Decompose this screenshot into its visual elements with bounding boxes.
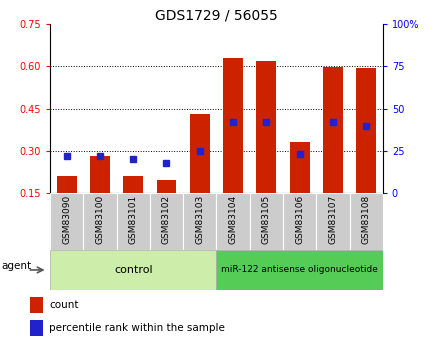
Text: GSM83108: GSM83108 [361, 195, 370, 244]
Bar [83, 193, 116, 250]
Text: count: count [49, 300, 79, 310]
Text: GSM83090: GSM83090 [62, 195, 71, 244]
Text: GSM83102: GSM83102 [161, 195, 171, 244]
Text: GSM83105: GSM83105 [261, 195, 270, 244]
Text: percentile rank within the sample: percentile rank within the sample [49, 323, 224, 333]
Bar [249, 193, 283, 250]
Title: GDS1729 / 56055: GDS1729 / 56055 [155, 9, 277, 23]
Bar [116, 193, 149, 250]
Bar [256, 61, 276, 193]
Bar [90, 156, 110, 193]
Bar [216, 193, 249, 250]
Text: miR-122 antisense oligonucleotide: miR-122 antisense oligonucleotide [220, 265, 377, 275]
Text: agent: agent [1, 261, 31, 271]
Bar [30, 296, 43, 313]
Bar [283, 193, 316, 250]
Text: GSM83104: GSM83104 [228, 195, 237, 244]
Text: GSM83107: GSM83107 [328, 195, 337, 244]
Text: GSM83103: GSM83103 [195, 195, 204, 244]
Bar [322, 67, 342, 193]
Bar [355, 68, 375, 193]
Text: GSM83101: GSM83101 [128, 195, 138, 244]
Bar [30, 320, 43, 336]
Bar [216, 250, 382, 290]
Bar [189, 114, 209, 193]
Text: GSM83106: GSM83106 [294, 195, 303, 244]
Text: control: control [114, 265, 152, 275]
Bar [289, 142, 309, 193]
Bar [156, 180, 176, 193]
Bar [316, 193, 349, 250]
Bar [183, 193, 216, 250]
Bar [56, 176, 76, 193]
Bar [149, 193, 183, 250]
Bar [50, 193, 83, 250]
Bar [123, 176, 143, 193]
Bar [223, 58, 243, 193]
Bar [50, 250, 216, 290]
Text: GSM83100: GSM83100 [95, 195, 104, 244]
Bar [349, 193, 382, 250]
